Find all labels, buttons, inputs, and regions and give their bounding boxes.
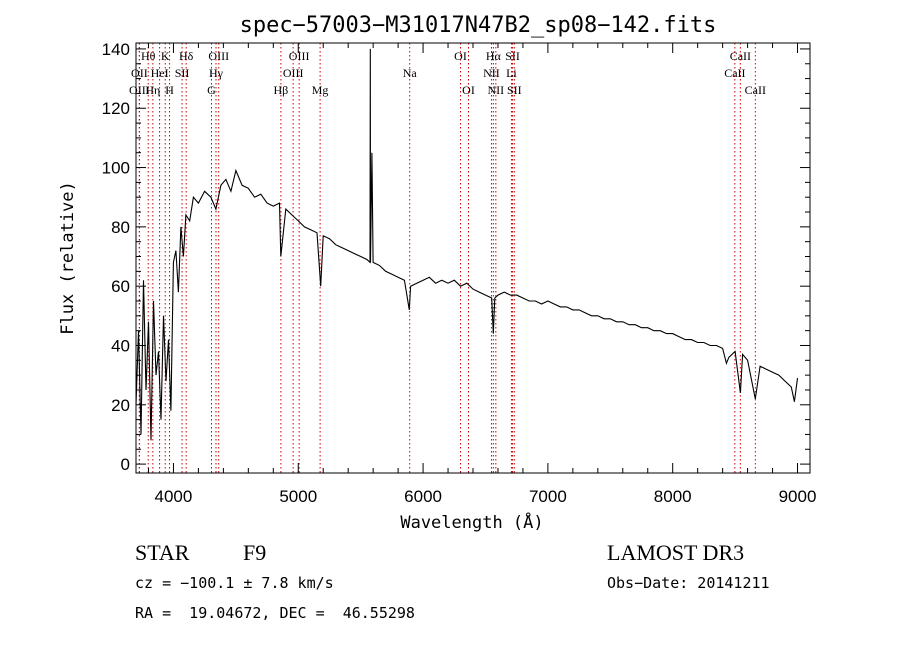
x-axis-label: Wavelength (Å) bbox=[400, 511, 543, 533]
spectral-line-label: SII bbox=[507, 83, 522, 97]
spectral-line-label: SII bbox=[175, 66, 190, 80]
obs-date: Obs−Date: 20141211 bbox=[607, 574, 770, 592]
chart-title: spec−57003−M31017N47B2_sp08−142.fits bbox=[240, 13, 717, 38]
spectral-line-label: OI bbox=[462, 83, 475, 97]
x-tick-label: 8000 bbox=[654, 487, 692, 506]
spectral-line-label: OIII bbox=[289, 49, 310, 63]
x-tick-label: 5000 bbox=[279, 487, 317, 506]
y-tick-label: 140 bbox=[102, 40, 130, 59]
y-tick-label: 100 bbox=[102, 159, 130, 178]
x-tick-label: 9000 bbox=[779, 487, 817, 506]
spectral-line-label: Hθ bbox=[141, 49, 156, 63]
survey-name: LAMOST DR3 bbox=[607, 540, 745, 565]
y-tick-label: 0 bbox=[121, 455, 130, 474]
spectral-line-label: Na bbox=[403, 66, 418, 80]
spectral-line-markers bbox=[138, 43, 756, 473]
x-tick-label: 6000 bbox=[404, 487, 442, 506]
spectral-line-label: Hη bbox=[145, 83, 160, 97]
spectral-subclass: F9 bbox=[243, 540, 267, 565]
spectral-line-label: SII bbox=[505, 49, 520, 63]
y-tick-label: 40 bbox=[111, 336, 130, 355]
coordinates: RA = 19.04672, DEC = 46.55298 bbox=[135, 604, 415, 622]
spectral-line-label: Hβ bbox=[274, 83, 289, 97]
object-class: STAR bbox=[135, 540, 190, 565]
spectral-line-label: Hδ bbox=[179, 49, 194, 63]
spectral-line-label: Hγ bbox=[209, 66, 224, 80]
flux-series-line bbox=[135, 48, 799, 441]
spectral-line-label: OIII bbox=[283, 66, 304, 80]
y-tick-label: 60 bbox=[111, 277, 130, 296]
x-axis: 4000 5000 6000 7000 8000 9000 bbox=[147, 43, 817, 506]
spectral-line-label: K bbox=[161, 49, 170, 63]
spectral-line-label: Mg bbox=[312, 83, 329, 97]
spectral-line-label: CaII bbox=[745, 83, 766, 97]
spectral-line-label: HeI bbox=[151, 66, 169, 80]
y-axis: 0 20 40 60 80 100 120 140 bbox=[102, 40, 810, 474]
spectral-line-label: OII bbox=[131, 66, 148, 80]
redshift-readout: cz = −100.1 ± 7.8 km/s bbox=[135, 574, 334, 592]
spectral-line-label: H bbox=[165, 83, 174, 97]
y-tick-label: 20 bbox=[111, 396, 130, 415]
y-axis-label: Flux (relative) bbox=[58, 181, 78, 335]
spectral-line-label: OIII bbox=[129, 83, 150, 97]
spectral-line-label: Hα bbox=[486, 49, 502, 63]
spectral-line-label: CaII bbox=[724, 66, 745, 80]
y-tick-label: 120 bbox=[102, 99, 130, 118]
spectral-line-label: G bbox=[207, 83, 216, 97]
spectral-line-label: CaII bbox=[730, 49, 751, 63]
spectral-line-label: NII bbox=[483, 66, 500, 80]
x-tick-label: 7000 bbox=[529, 487, 567, 506]
spectral-line-label: OIII bbox=[208, 49, 229, 63]
spectral-line-label: Li bbox=[506, 66, 517, 80]
x-tick-label: 4000 bbox=[155, 487, 193, 506]
plot-frame bbox=[135, 42, 811, 474]
spectral-line-label: NII bbox=[488, 83, 505, 97]
y-tick-label: 80 bbox=[111, 218, 130, 237]
spectral-line-label: OI bbox=[454, 49, 467, 63]
